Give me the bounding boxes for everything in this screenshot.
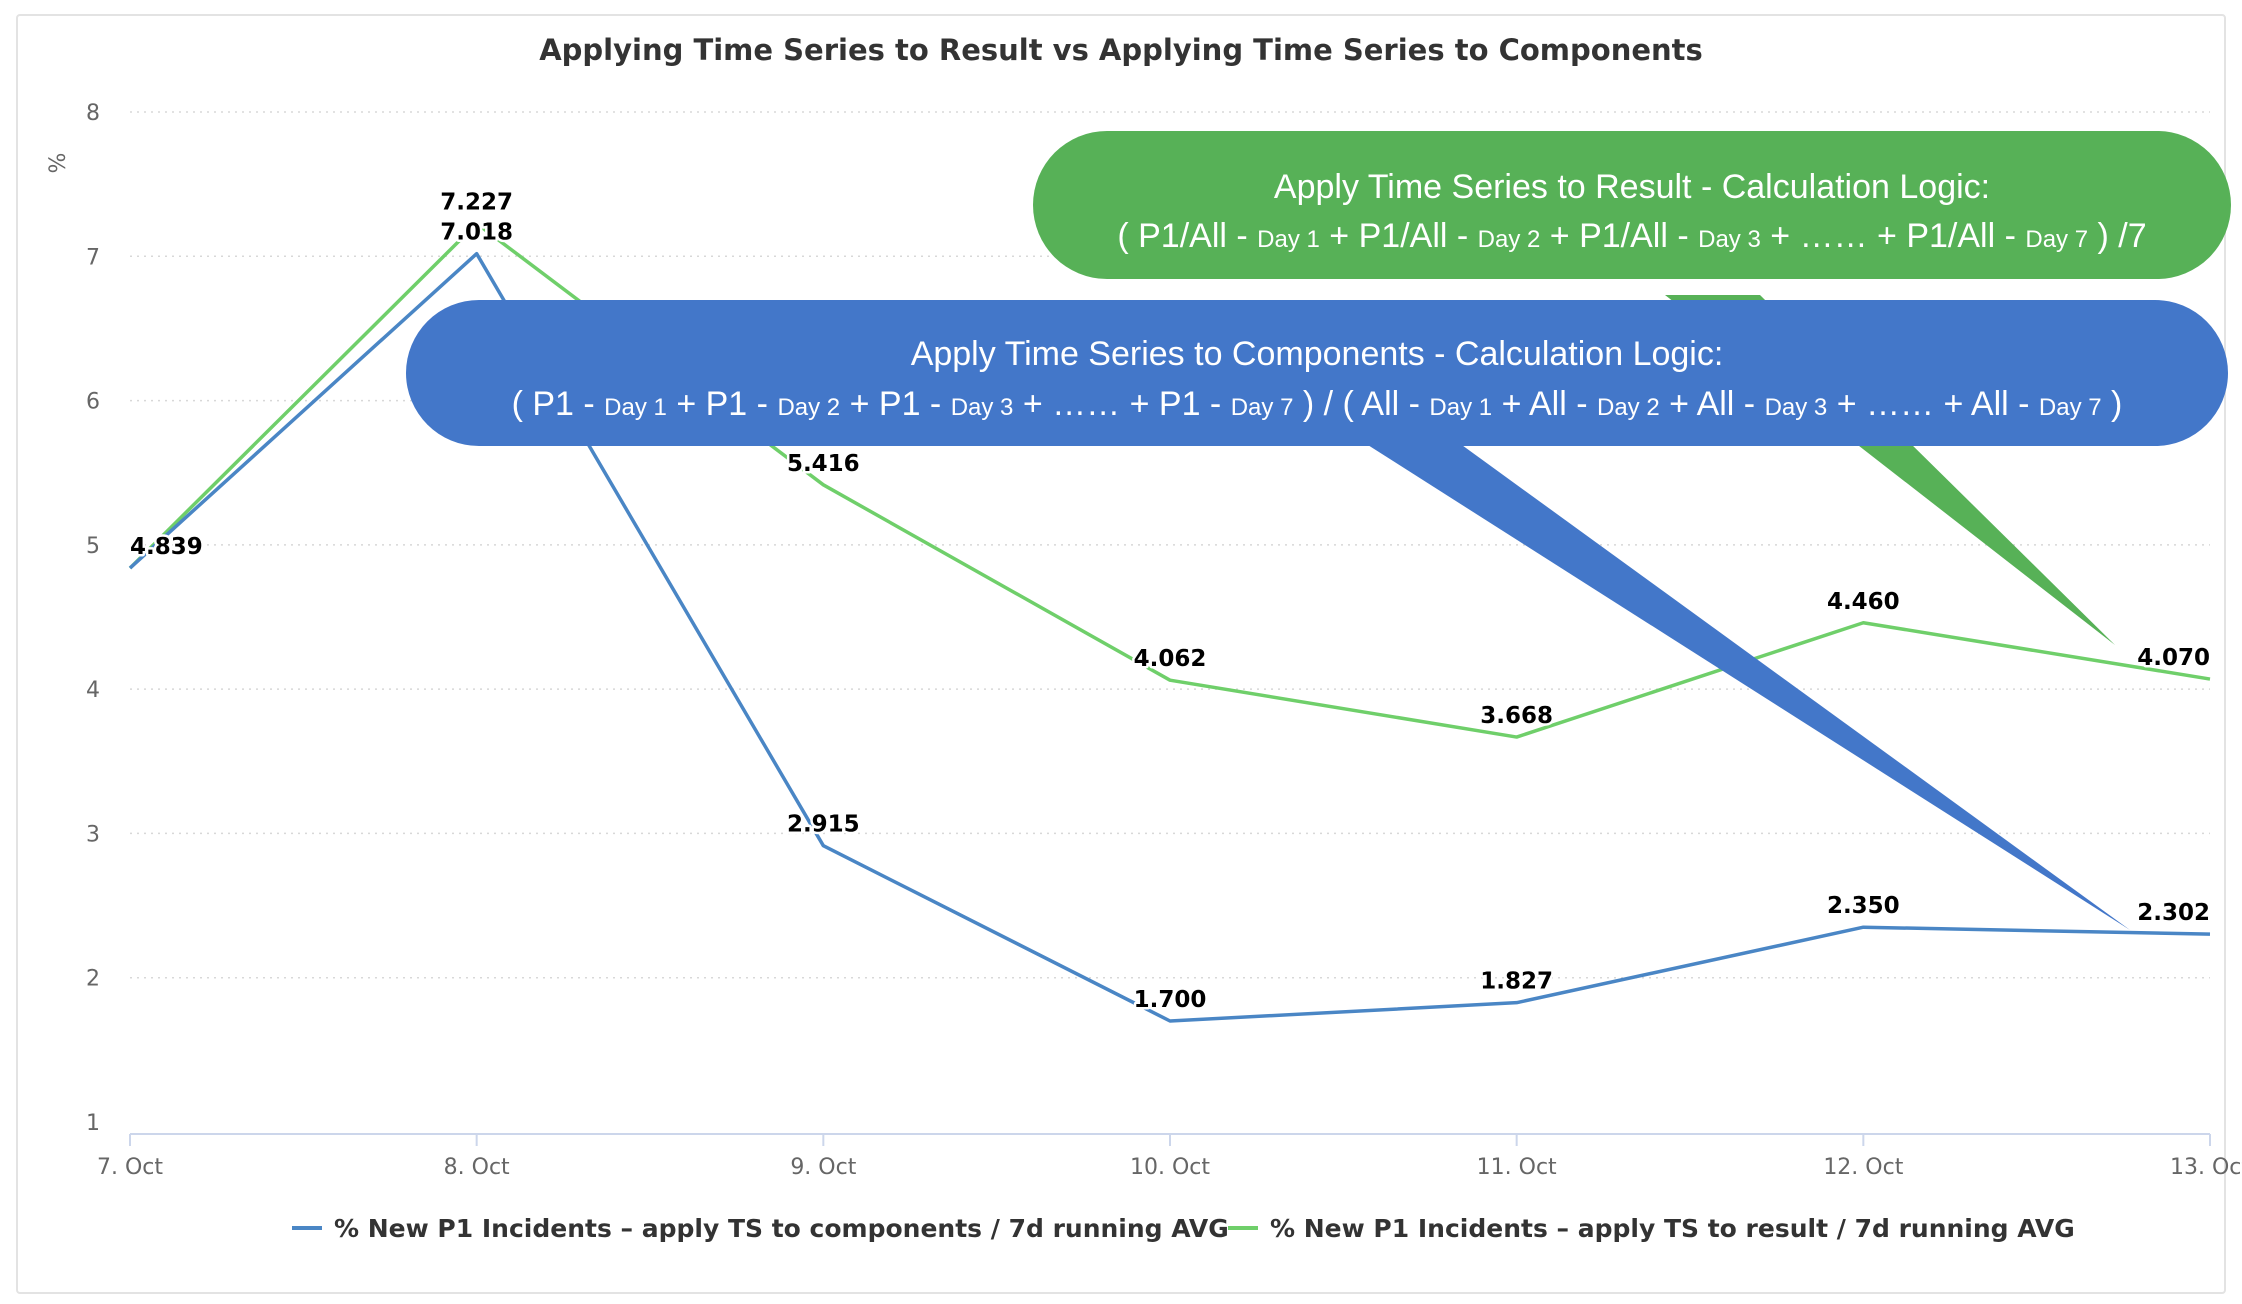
formula-subscript: Day 3 <box>1765 394 1828 421</box>
data-label: 4.839 <box>130 534 203 560</box>
x-tick-label: 11. Oct <box>1477 1155 1557 1180</box>
formula-subscript: Day 3 <box>1698 226 1761 253</box>
formula-text: + …… + All - <box>1827 385 2039 423</box>
y-tick-label: 7 <box>86 245 100 270</box>
formula-text: + …… + P1 - <box>1013 385 1230 423</box>
callout-components-title: Apply Time Series to Components - Calcul… <box>911 335 1724 373</box>
y-tick-label: 8 <box>86 101 100 126</box>
callout-components-bubble <box>406 300 2228 446</box>
formula-subscript: Day 2 <box>1597 394 1660 421</box>
x-tick-label: 10. Oct <box>1130 1155 1210 1180</box>
y-tick-label: 6 <box>86 390 100 415</box>
callout-result-title: Apply Time Series to Result - Calculatio… <box>1274 168 1990 206</box>
formula-subscript: Day 1 <box>604 394 667 421</box>
chart-title: Applying Time Series to Result vs Applyi… <box>539 33 1703 67</box>
x-tick-label: 9. Oct <box>790 1155 856 1180</box>
formula-subscript: Day 7 <box>2025 226 2088 253</box>
series-lines <box>128 221 2211 1023</box>
data-label: 4.062 <box>1134 646 1207 672</box>
data-label: 4.460 <box>1827 589 1900 615</box>
x-axis: 7. Oct 8. Oct 9. Oct 10. Oct 11. Oct 12. Oct 1… <box>97 1133 2242 1180</box>
formula-subscript: Day 1 <box>1429 394 1492 421</box>
formula-text: ( P1 - <box>512 385 605 423</box>
callout-components-formula: ( P1 - Day 1 + P1 - Day 2 + P1 - Day 3 +… <box>512 385 2123 423</box>
y-tick-label: 4 <box>86 678 100 703</box>
formula-subscript: Day 1 <box>1257 226 1320 253</box>
x-tick-label: 7. Oct <box>97 1155 163 1180</box>
data-label: 3.668 <box>1480 703 1553 729</box>
formula-text: ) <box>2102 385 2123 423</box>
x-tick-label: 12. Oct <box>1823 1155 1903 1180</box>
series-line-result <box>128 221 2211 739</box>
formula-text: ) / ( All - <box>1293 385 1429 423</box>
formula-text: + P1/All - <box>1540 217 1698 255</box>
legend-item-result[interactable]: % New P1 Incidents – apply TS to result … <box>1270 1214 2075 1243</box>
data-label: 2.302 <box>2137 900 2210 926</box>
formula-subscript: Day 2 <box>777 394 840 421</box>
y-tick-label: 1 <box>86 1111 100 1136</box>
callout-components-pointer <box>1360 440 2130 930</box>
callout-components: Apply Time Series to Components - Calcul… <box>406 300 2228 930</box>
data-label: 1.827 <box>1480 969 1553 995</box>
formula-text: ( P1/All - <box>1117 217 1257 255</box>
x-tick-label: 8. Oct <box>444 1155 510 1180</box>
formula-subscript: Day 3 <box>951 394 1014 421</box>
formula-text: + P1 - <box>667 385 778 423</box>
data-label: 7.227 <box>440 190 513 216</box>
formula-subscript: Day 7 <box>1231 394 1294 421</box>
callout-result-bubble <box>1033 131 2231 279</box>
formula-text: + All - <box>1492 385 1597 423</box>
callout-result-formula: ( P1/All - Day 1 + P1/All - Day 2 + P1/A… <box>1117 217 2146 255</box>
formula-subscript: Day 7 <box>2039 394 2102 421</box>
legend-item-components[interactable]: % New P1 Incidents – apply TS to compone… <box>334 1214 1229 1243</box>
formula-text: + All - <box>1660 385 1765 423</box>
formula-text: ) /7 <box>2088 217 2147 255</box>
legend: % New P1 Incidents – apply TS to compone… <box>292 1214 2075 1243</box>
y-axis-ticks: 1 2 3 4 5 6 7 8 <box>86 101 100 1136</box>
data-label: 7.018 <box>440 220 513 246</box>
formula-text: + P1 - <box>840 385 951 423</box>
y-tick-label: 2 <box>86 967 100 992</box>
formula-text: + P1/All - <box>1320 217 1478 255</box>
data-labels: 4.839 7.018 2.915 1.700 1.827 2.350 2.302 7.227… <box>128 187 2213 1015</box>
y-tick-label: 5 <box>86 534 100 559</box>
series-line-components <box>128 251 2211 1023</box>
data-label: 5.416 <box>787 451 860 477</box>
y-tick-label: 3 <box>86 822 100 847</box>
formula-subscript: Day 2 <box>1478 226 1541 253</box>
data-label: 4.070 <box>2137 645 2210 671</box>
data-label: 2.350 <box>1827 893 1900 919</box>
data-label: 2.915 <box>787 812 860 838</box>
y-axis-label: % <box>46 153 71 174</box>
formula-text: + …… + P1/All - <box>1761 217 2026 255</box>
data-label: 1.700 <box>1134 987 1207 1013</box>
x-tick-label: 13. Oct <box>2170 1155 2242 1180</box>
